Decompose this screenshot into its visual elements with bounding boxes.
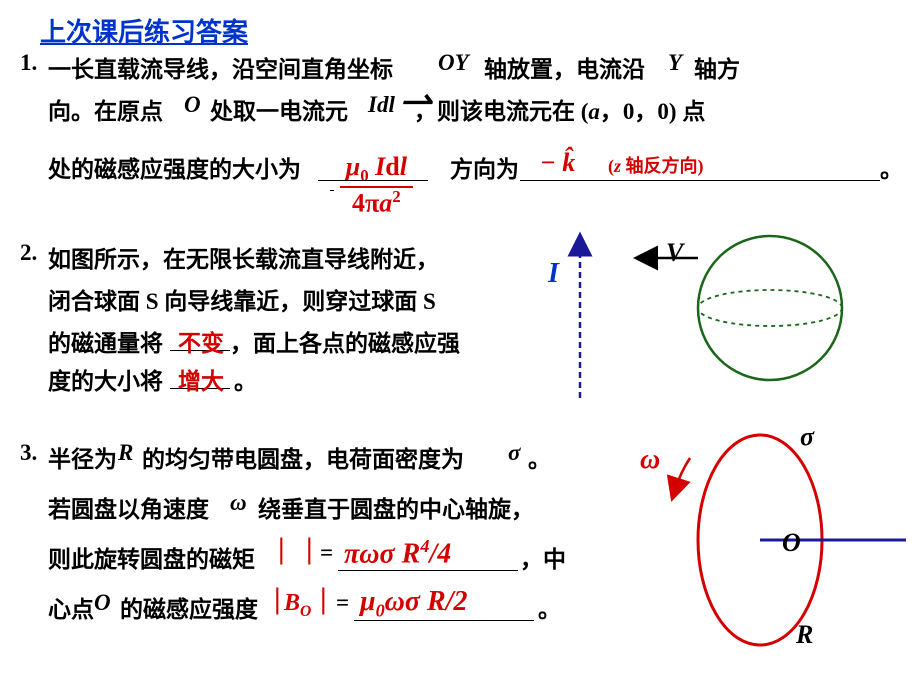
q3-line2a: 若圆盘以角速度 (48, 490, 209, 524)
q2-ans2b: 增大 (178, 362, 224, 396)
q2-num: 2. (20, 240, 37, 266)
q2-line3a: 的磁通量将 (48, 324, 163, 358)
q1-Idl: Idl ⇀ (368, 92, 395, 118)
q3-diagram (590, 420, 910, 670)
q3-line2b: 绕垂直于圆盘的中心轴旋， (258, 490, 534, 524)
q3-line4b: 的磁感应强度 (120, 590, 258, 624)
q1-line3b: 方向为 (450, 150, 519, 184)
q3-O: O (94, 590, 111, 616)
q1-ans1-wrap: μ0 Idl 4πa2 (330, 130, 413, 218)
q3-line1a: 半径为 (48, 440, 117, 474)
q2-line3b: ，面上各点的磁感应强 (230, 324, 460, 358)
q1-line2b: 处取一电流元 (210, 92, 348, 126)
q1-ans1-den: 4πa2 (340, 188, 413, 218)
q1-ans1-num: μ0 Idl (340, 153, 413, 188)
q1-line3a: 处的磁感应强度的大小为 (48, 150, 301, 184)
q2-line4a: 度的大小将 (48, 362, 163, 396)
q1-line1b: 轴放置，电流沿 (484, 50, 645, 84)
q3-mbox-l: | (278, 532, 285, 566)
q3-eq1: = (320, 540, 333, 566)
q3-sigma: σ (508, 440, 520, 466)
q3-num: 3. (20, 440, 37, 466)
q2-V-label: V (666, 238, 683, 268)
q1-ans1-underline (318, 180, 428, 181)
q3-bbox-l: | (274, 582, 281, 616)
q3-line3b: ，中 (520, 540, 566, 574)
slide: 上次课后练习答案 1. 一长直载流导线，沿空间直角坐标 OY 轴放置，电流沿 Y… (0, 0, 920, 690)
q3-diag-sigma: σ (800, 422, 814, 452)
q1-ans1dir-underline (520, 180, 880, 181)
page-title: 上次课后练习答案 (40, 12, 248, 49)
q3-line4a: 心点 (48, 590, 94, 624)
q3-diag-omega: ω (640, 444, 660, 476)
q3-line1c: 。 (528, 440, 551, 474)
q1-period: 。 (880, 150, 903, 184)
q3-omega: ω (230, 490, 247, 516)
q3-mbox-r: | (306, 532, 313, 566)
q2-I-label: I (548, 258, 559, 290)
q3-ans3a: πωσ R4/4 (344, 536, 451, 570)
q1-O: O (184, 92, 201, 118)
q2-line1: 如图所示，在无限长载流直导线附近， (48, 240, 439, 274)
q1-line1a: 一长直载流导线，沿空间直角坐标 (48, 50, 393, 84)
q3-R: R (118, 440, 133, 466)
q1-num: 1. (20, 50, 37, 76)
q1-line2c: ，则该电流元在 (a，0，0) 点 (414, 92, 705, 126)
q2-line4b: 。 (234, 362, 257, 396)
q1-line1c: 轴方 (694, 50, 740, 84)
q1-OY: OY (438, 50, 469, 76)
q3-Bo: BO (284, 590, 311, 621)
q3-ans3b: μ0ωσ R/2 (360, 586, 467, 622)
q1-Y: Y (668, 50, 682, 76)
q3-line1b: 的均匀带电圆盘，电荷面密度为 (142, 440, 464, 474)
q3-diag-O: O (782, 528, 801, 558)
q3-eq2: = (336, 590, 349, 616)
q2-line2a: 闭合球面 S 向导线靠近，则穿过球面 S (48, 282, 436, 316)
q3-diag-R: R (796, 620, 813, 650)
q3-bbox-r: | (320, 582, 327, 616)
q2-diagram (540, 228, 900, 408)
q3-period: 。 (538, 590, 561, 624)
q1-ans1dir: − k̂ (540, 148, 575, 178)
q2-ans2a: 不变 (178, 324, 224, 358)
q3-line3a: 则此旋转圆盘的磁矩 (48, 540, 255, 574)
q1-line2a: 向。在原点 (48, 92, 163, 126)
q1-ans1note: (z 轴反方向) (608, 152, 704, 178)
